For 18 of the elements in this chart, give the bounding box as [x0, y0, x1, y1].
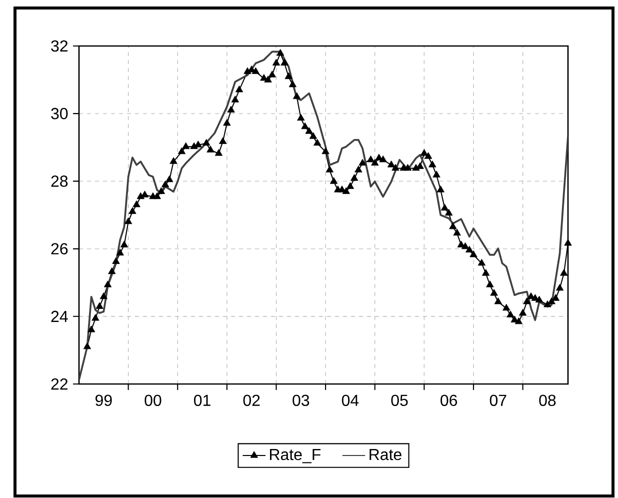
x-tick-label: 07: [490, 394, 506, 406]
y-tick-label: 26: [51, 243, 68, 254]
x-tick-label: 05: [391, 394, 408, 406]
y-tick-label: 32: [51, 40, 68, 52]
x-tick-label: 04: [342, 394, 359, 406]
y-tick-label: 30: [51, 108, 68, 120]
x-tick-label: 03: [292, 394, 310, 406]
x-tick-label: 99: [96, 394, 112, 406]
y-tick-label: 28: [51, 176, 68, 187]
legend-label: Rate_F: [270, 449, 321, 464]
y-tick-label: 22: [51, 378, 68, 390]
legend-label: Rate: [370, 449, 402, 460]
x-tick-label: 06: [440, 394, 458, 406]
y-tick-label: 24: [51, 310, 68, 322]
x-tick-label: 08: [539, 394, 556, 406]
x-tick-label: 01: [194, 394, 210, 406]
x-tick-label: 02: [243, 394, 260, 406]
x-tick-label: 00: [144, 394, 162, 406]
